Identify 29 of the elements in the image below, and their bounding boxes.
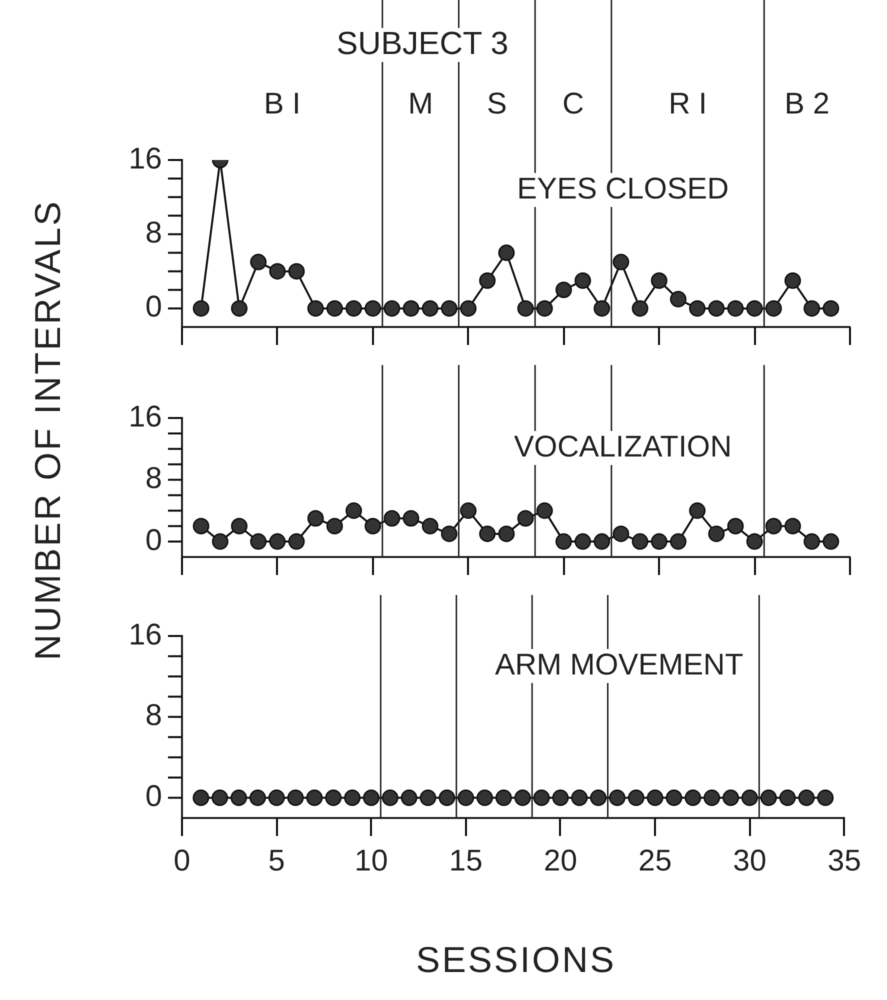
x-axis-title: SESSIONS bbox=[416, 939, 616, 981]
text: B I bbox=[264, 87, 301, 120]
y-tick-label: 0 bbox=[145, 290, 162, 324]
x-tick-label: 30 bbox=[733, 844, 766, 878]
text: SUBJECT 3 bbox=[336, 24, 508, 61]
x-tick-label: 25 bbox=[638, 844, 672, 878]
text: M bbox=[408, 87, 434, 120]
y-tick-label: 16 bbox=[128, 400, 162, 434]
x-tick-label: 35 bbox=[828, 844, 862, 878]
text: R I bbox=[668, 87, 707, 120]
x-tick-label: 0 bbox=[174, 844, 190, 878]
y-tick-label: 8 bbox=[145, 699, 162, 732]
y-tick-label: 8 bbox=[145, 216, 162, 250]
y-tick-label: 8 bbox=[145, 462, 162, 496]
y-tick-label: 0 bbox=[145, 780, 162, 814]
x-tick-label: 20 bbox=[544, 844, 578, 878]
x-tick-label: 10 bbox=[354, 844, 388, 878]
y-tick-label: 16 bbox=[128, 618, 162, 652]
x-tick-label: 15 bbox=[449, 844, 483, 878]
chart-title: EYES CLOSED bbox=[517, 172, 729, 206]
chart-title: VOCALIZATION bbox=[514, 430, 732, 464]
y-tick-label: 16 bbox=[128, 142, 162, 176]
text: B 2 bbox=[784, 87, 830, 120]
text: C bbox=[562, 87, 584, 120]
y-tick-label: 0 bbox=[145, 524, 162, 557]
y-axis-title: NUMBER OF INTERVALS bbox=[27, 200, 69, 660]
x-tick-label: 5 bbox=[268, 844, 285, 878]
text: S bbox=[486, 87, 507, 120]
chart-title: ARM MOVEMENT bbox=[494, 648, 744, 682]
